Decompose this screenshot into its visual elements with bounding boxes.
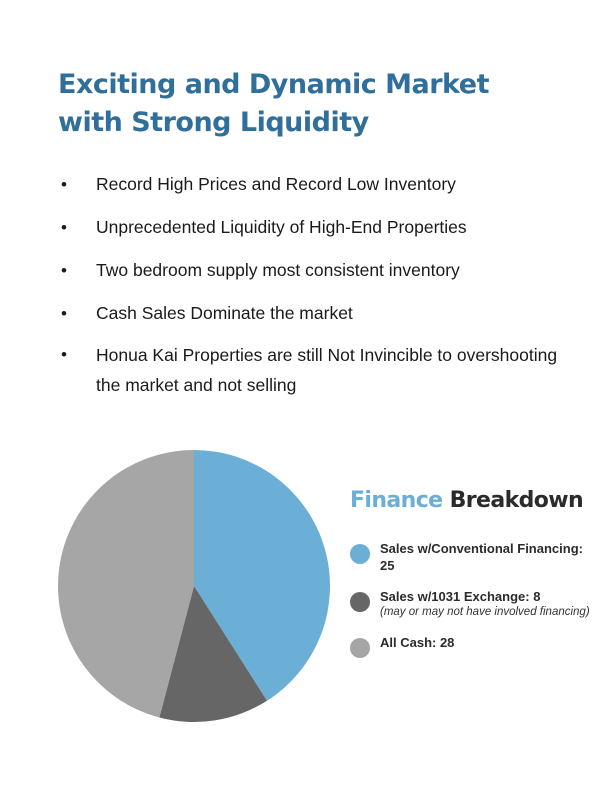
bullet-icon: • xyxy=(61,345,67,364)
page-title: Exciting and Dynamic Market with Strong … xyxy=(58,66,490,142)
bullet-text: Two bedroom supply most consistent inven… xyxy=(96,260,460,280)
bullet-icon: • xyxy=(61,304,67,323)
title-line-1: Exciting and Dynamic Market xyxy=(58,69,490,100)
bullet-item: • Two bedroom supply most consistent inve… xyxy=(58,254,578,287)
bullet-item: • Honua Kai Properties are still Not Invi… xyxy=(58,340,578,400)
title-line-2: with Strong Liquidity xyxy=(58,107,369,138)
legend-item-conventional: Sales w/Conventional Financing: 25 xyxy=(350,540,590,574)
legend-label: Sales w/1031 Exchange: 8 xyxy=(380,589,541,604)
legend-item-1031-exchange: Sales w/1031 Exchange: 8 (may or may not… xyxy=(350,588,590,620)
bullet-item: • Unprecedented Liquidity of High-End Pro… xyxy=(58,211,578,244)
bullet-text: Unprecedented Liquidity of High-End Prop… xyxy=(96,217,467,237)
bullet-item: • Record High Prices and Record Low Inven… xyxy=(58,168,578,201)
bullet-list: • Record High Prices and Record Low Inven… xyxy=(58,168,578,410)
legend-note: (may or may not have involved financing) xyxy=(380,606,590,618)
legend-title-word-2: Breakdown xyxy=(449,488,584,513)
legend-title-word-1: Finance xyxy=(350,488,443,513)
pie-slice-sales-w-conventional-financing xyxy=(194,450,330,701)
finance-pie-chart xyxy=(58,450,330,722)
bullet-item: • Cash Sales Dominate the market xyxy=(58,297,578,330)
bullet-icon: • xyxy=(61,175,67,194)
bullet-text: Record High Prices and Record Low Invent… xyxy=(96,174,456,194)
legend-swatch xyxy=(350,638,370,658)
pie-slice-all-cash xyxy=(58,450,194,718)
bullet-icon: • xyxy=(61,261,67,280)
legend-label: Sales w/Conventional Financing: 25 xyxy=(380,541,583,573)
bullet-text: Honua Kai Properties are still Not Invin… xyxy=(96,345,558,395)
legend-title: Finance Breakdown xyxy=(350,488,584,513)
legend-label: All Cash: 28 xyxy=(380,635,455,650)
pie-slice-sales-w-1031-exchange xyxy=(159,586,267,722)
legend-item-all-cash: All Cash: 28 xyxy=(350,634,590,658)
bullet-text: Cash Sales Dominate the market xyxy=(96,303,353,323)
bullet-icon: • xyxy=(61,218,67,237)
legend-swatch xyxy=(350,592,370,612)
chart-legend: Sales w/Conventional Financing: 25 Sales… xyxy=(350,540,590,665)
legend-swatch xyxy=(350,544,370,564)
